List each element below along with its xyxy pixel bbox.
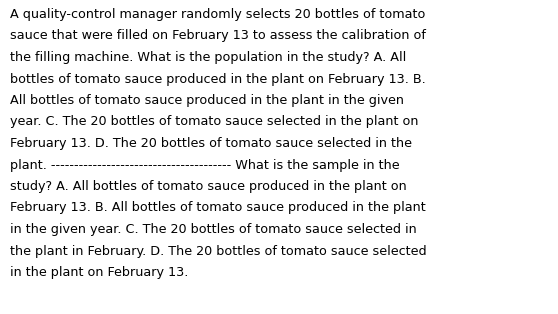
Text: the filling machine. What is the population in the study? A. All: the filling machine. What is the populat… <box>10 51 406 64</box>
Text: year. C. The 20 bottles of tomato sauce selected in the plant on: year. C. The 20 bottles of tomato sauce … <box>10 116 418 128</box>
Text: bottles of tomato sauce produced in the plant on February 13. B.: bottles of tomato sauce produced in the … <box>10 73 426 85</box>
Text: sauce that were filled on February 13 to assess the calibration of: sauce that were filled on February 13 to… <box>10 30 426 42</box>
Text: A quality-control manager randomly selects 20 bottles of tomato: A quality-control manager randomly selec… <box>10 8 425 21</box>
Text: plant. --------------------------------------- What is the sample in the: plant. ---------------------------------… <box>10 159 400 171</box>
Text: All bottles of tomato sauce produced in the plant in the given: All bottles of tomato sauce produced in … <box>10 94 404 107</box>
Text: in the given year. C. The 20 bottles of tomato sauce selected in: in the given year. C. The 20 bottles of … <box>10 223 417 236</box>
Text: the plant in February. D. The 20 bottles of tomato sauce selected: the plant in February. D. The 20 bottles… <box>10 245 427 257</box>
Text: February 13. D. The 20 bottles of tomato sauce selected in the: February 13. D. The 20 bottles of tomato… <box>10 137 412 150</box>
Text: study? A. All bottles of tomato sauce produced in the plant on: study? A. All bottles of tomato sauce pr… <box>10 180 407 193</box>
Text: in the plant on February 13.: in the plant on February 13. <box>10 266 189 279</box>
Text: February 13. B. All bottles of tomato sauce produced in the plant: February 13. B. All bottles of tomato sa… <box>10 202 426 214</box>
